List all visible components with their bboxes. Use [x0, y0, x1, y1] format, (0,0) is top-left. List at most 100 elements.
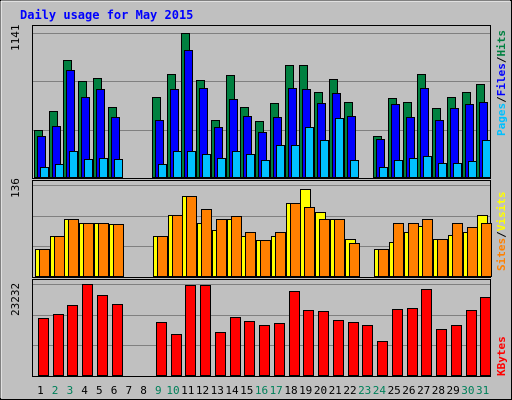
day-label-22: 22	[343, 384, 356, 397]
bar-sites-day-17	[275, 232, 286, 277]
day-label-18: 18	[284, 384, 297, 397]
day-label-31: 31	[476, 384, 489, 397]
day-label-16: 16	[255, 384, 268, 397]
bar-pages-day-30	[468, 161, 477, 178]
bar-sites-day-16	[260, 240, 271, 277]
bar-sites-day-14	[231, 216, 242, 277]
bar-kbytes-day-11	[185, 285, 196, 376]
bar-kbytes-day-20	[318, 311, 329, 376]
bar-kbytes-day-30	[466, 310, 477, 376]
bar-kbytes-day-17	[274, 323, 285, 376]
bar-sites-day-19	[304, 207, 315, 277]
bar-sites-day-1	[39, 249, 50, 277]
bar-sites-day-27	[422, 219, 433, 277]
ymax-label-visits: 136	[9, 178, 22, 198]
bar-kbytes-day-26	[407, 308, 418, 376]
bar-pages-day-28	[438, 163, 447, 178]
day-label-8: 8	[140, 384, 147, 397]
bar-kbytes-day-22	[348, 322, 359, 376]
bar-sites-day-10	[172, 215, 183, 277]
day-label-30: 30	[461, 384, 474, 397]
day-labels: 1 2 3 4 5 6 7 8 9 10 11 12 13 14 15 16 17 18 19 20 21 22 23 24 2…	[37, 384, 489, 397]
day-label-19: 19	[299, 384, 312, 397]
bar-sites-day-24	[378, 249, 389, 277]
day-label-26: 26	[402, 384, 415, 397]
bar-pages-day-19	[305, 127, 314, 178]
bar-kbytes-day-2	[53, 314, 64, 376]
day-label-24: 24	[373, 384, 387, 397]
bar-kbytes-day-21	[333, 320, 344, 376]
legend-hits-files-pages: Pages/Files/Hits	[495, 30, 508, 136]
day-label-6: 6	[111, 384, 118, 397]
bar-kbytes-day-6	[112, 304, 123, 376]
bar-pages-day-17	[276, 145, 285, 178]
day-label-7: 7	[125, 384, 132, 397]
legend-visits-sites: Sites/Visits	[495, 192, 508, 272]
bar-pages-day-13	[217, 158, 226, 178]
bar-sites-day-21	[334, 219, 345, 277]
bar-pages-day-3	[69, 151, 78, 178]
bar-kbytes-day-29	[451, 325, 462, 376]
bar-kbytes-day-23	[362, 325, 373, 376]
bar-kbytes-day-15	[244, 321, 255, 376]
bar-pages-day-18	[291, 145, 300, 178]
bar-pages-day-24	[379, 167, 388, 178]
bar-kbytes-day-13	[215, 332, 226, 376]
bar-kbytes-day-28	[436, 329, 447, 376]
bar-pages-day-25	[394, 160, 403, 178]
bar-pages-day-26	[409, 158, 418, 178]
bar-kbytes-day-19	[303, 310, 314, 376]
legend-sep-3: /	[495, 231, 508, 238]
bar-kbytes-day-24	[377, 341, 388, 376]
bar-kbytes-day-12	[200, 285, 211, 376]
day-label-17: 17	[270, 384, 283, 397]
ymax-label-kbytes: 23232	[9, 283, 22, 316]
bar-sites-day-29	[452, 223, 463, 277]
bar-sites-day-5	[98, 223, 109, 277]
bar-kbytes-day-9	[156, 322, 167, 376]
bar-pages-day-10	[173, 151, 182, 178]
bar-sites-day-15	[245, 232, 256, 277]
bar-pages-day-4	[84, 159, 93, 178]
day-label-5: 5	[96, 384, 103, 397]
legend-pages: Pages	[495, 103, 508, 136]
bar-pages-day-20	[320, 140, 329, 178]
bar-sites-day-30	[467, 227, 478, 277]
bar-kbytes-day-31	[480, 297, 491, 376]
legend-hits: Hits	[495, 30, 508, 57]
day-label-14: 14	[225, 384, 239, 397]
day-label-9: 9	[155, 384, 162, 397]
bar-pages-day-29	[453, 163, 462, 178]
ymax-label-hits: 1141	[9, 25, 22, 52]
bar-pages-day-27	[423, 156, 432, 178]
bar-kbytes-day-1	[38, 318, 49, 376]
bar-sites-day-2	[54, 236, 65, 277]
bar-pages-day-16	[261, 160, 270, 178]
day-label-13: 13	[211, 384, 224, 397]
day-label-3: 3	[67, 384, 74, 397]
bar-pages-day-22	[350, 160, 359, 178]
day-label-20: 20	[314, 384, 327, 397]
bar-sites-day-22	[349, 243, 360, 277]
bar-sites-day-11	[186, 196, 197, 277]
bar-pages-day-6	[114, 159, 123, 178]
bar-pages-day-9	[158, 164, 167, 178]
bar-kbytes-day-25	[392, 309, 403, 376]
day-label-29: 29	[446, 384, 459, 397]
bar-pages-day-2	[55, 164, 64, 178]
bar-pages-day-14	[232, 151, 241, 178]
bar-kbytes-day-4	[82, 284, 93, 376]
day-label-1: 1	[37, 384, 44, 397]
bar-pages-day-1	[40, 167, 49, 178]
bar-sites-day-3	[68, 219, 79, 277]
bar-sites-day-6	[113, 224, 124, 277]
day-label-12: 12	[196, 384, 209, 397]
bar-kbytes-day-10	[171, 334, 182, 376]
day-label-11: 11	[181, 384, 194, 397]
bar-sites-day-18	[290, 203, 301, 277]
day-label-15: 15	[240, 384, 253, 397]
legend-sep-1: /	[495, 96, 508, 103]
bar-sites-day-9	[157, 236, 168, 277]
legend-files: Files	[495, 63, 508, 96]
bar-sites-day-31	[481, 223, 492, 277]
